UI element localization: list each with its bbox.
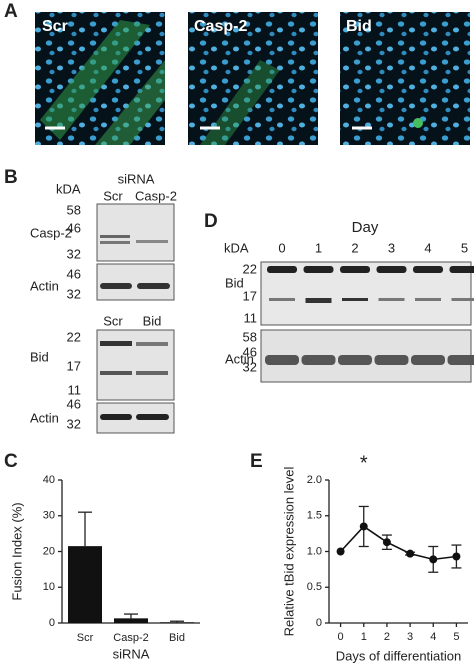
lane-label: Casp-2 bbox=[135, 188, 177, 203]
y-tick-label: 30 bbox=[43, 510, 55, 522]
band bbox=[377, 266, 407, 273]
blot-label: kDA bbox=[224, 240, 249, 255]
blot-label: siRNA bbox=[118, 171, 155, 186]
x-tick-label: Bid bbox=[169, 632, 185, 644]
band bbox=[340, 266, 370, 273]
band bbox=[452, 298, 474, 301]
lane-label: Bid bbox=[143, 313, 162, 328]
bar bbox=[160, 622, 194, 623]
y-tick-label: 1.0 bbox=[307, 545, 322, 557]
marker: 22 bbox=[243, 261, 257, 276]
x-tick-label: 3 bbox=[407, 631, 413, 643]
band bbox=[302, 355, 336, 365]
point bbox=[452, 553, 460, 561]
point bbox=[337, 548, 345, 556]
panel-label: D bbox=[204, 211, 218, 232]
panel-label: C bbox=[4, 451, 18, 472]
row-label: Actin bbox=[30, 278, 59, 293]
y-tick-label: 10 bbox=[43, 581, 55, 593]
marker: 46 bbox=[243, 344, 257, 359]
x-axis-label: Days of differentiation bbox=[336, 648, 462, 663]
image-label: Bid bbox=[346, 18, 372, 35]
x-tick-label: Scr bbox=[77, 632, 94, 644]
y-tick-label: 0 bbox=[49, 617, 55, 629]
row-label: Actin bbox=[30, 410, 59, 425]
marker: 32 bbox=[67, 416, 81, 431]
band bbox=[415, 298, 441, 301]
lane-label: 5 bbox=[461, 240, 468, 255]
point bbox=[360, 522, 368, 530]
band bbox=[338, 355, 372, 365]
line bbox=[341, 526, 457, 559]
band bbox=[269, 298, 295, 301]
marker: 32 bbox=[67, 246, 81, 261]
marker: 58 bbox=[67, 202, 81, 217]
lane-label: 2 bbox=[351, 240, 358, 255]
band bbox=[267, 266, 297, 273]
point bbox=[429, 555, 437, 563]
marker: 58 bbox=[243, 329, 257, 344]
y-tick-label: 2.0 bbox=[307, 474, 322, 486]
annotation: * bbox=[360, 452, 368, 474]
x-tick-label: 1 bbox=[361, 631, 367, 643]
lane-label: 0 bbox=[278, 240, 285, 255]
band bbox=[411, 355, 445, 365]
panel-label: B bbox=[4, 167, 18, 188]
x-tick-label: 4 bbox=[430, 631, 436, 643]
band bbox=[265, 355, 299, 365]
y-tick-label: 40 bbox=[43, 474, 55, 486]
marker: 22 bbox=[67, 329, 81, 344]
lane-label: 4 bbox=[424, 240, 431, 255]
marker: 17 bbox=[67, 358, 81, 373]
point bbox=[383, 538, 391, 546]
bar bbox=[114, 618, 148, 623]
x-tick-label: 5 bbox=[453, 631, 459, 643]
lane-label: Scr bbox=[103, 188, 123, 203]
micrograph: Bid bbox=[340, 12, 470, 145]
blot-label: kDA bbox=[56, 181, 81, 196]
x-tick-label: Casp-2 bbox=[113, 632, 148, 644]
x-axis-label: siRNA bbox=[113, 646, 150, 661]
marker: 32 bbox=[67, 286, 81, 301]
row-label: Bid bbox=[225, 275, 244, 290]
y-tick-label: 0.5 bbox=[307, 581, 322, 593]
point bbox=[406, 550, 414, 558]
micrograph: Scr bbox=[35, 12, 165, 145]
band bbox=[379, 298, 405, 301]
y-tick-label: 1.5 bbox=[307, 510, 322, 522]
marker: 46 bbox=[67, 220, 81, 235]
x-tick-label: 0 bbox=[338, 631, 344, 643]
row-label: Bid bbox=[30, 349, 49, 364]
y-axis-label: Fusion Index (%) bbox=[9, 502, 24, 600]
y-axis-label: Relative tBid expression level bbox=[281, 466, 296, 636]
lane-label: Scr bbox=[103, 313, 123, 328]
marker: 17 bbox=[243, 288, 257, 303]
panel-label: E bbox=[250, 451, 263, 472]
image-label: Scr bbox=[42, 18, 68, 35]
marker: 46 bbox=[67, 396, 81, 411]
image-label: Casp-2 bbox=[194, 18, 247, 35]
band bbox=[413, 266, 443, 273]
marker: 11 bbox=[244, 310, 258, 325]
lane-label: 1 bbox=[315, 240, 322, 255]
blot-label: Day bbox=[352, 219, 379, 236]
micrograph: Casp-2 bbox=[188, 12, 318, 145]
panel-label: A bbox=[4, 1, 18, 22]
y-tick-label: 20 bbox=[43, 545, 55, 557]
marker: 32 bbox=[243, 359, 257, 374]
band bbox=[448, 355, 474, 365]
band bbox=[450, 266, 474, 273]
x-tick-label: 2 bbox=[384, 631, 390, 643]
marker: 46 bbox=[67, 266, 81, 281]
band bbox=[375, 355, 409, 365]
lane-label: 3 bbox=[388, 240, 395, 255]
band bbox=[306, 298, 332, 303]
band bbox=[342, 298, 368, 301]
band bbox=[304, 266, 334, 273]
y-tick-label: 0 bbox=[316, 617, 322, 629]
marker: 11 bbox=[68, 382, 82, 397]
bar bbox=[68, 546, 102, 623]
